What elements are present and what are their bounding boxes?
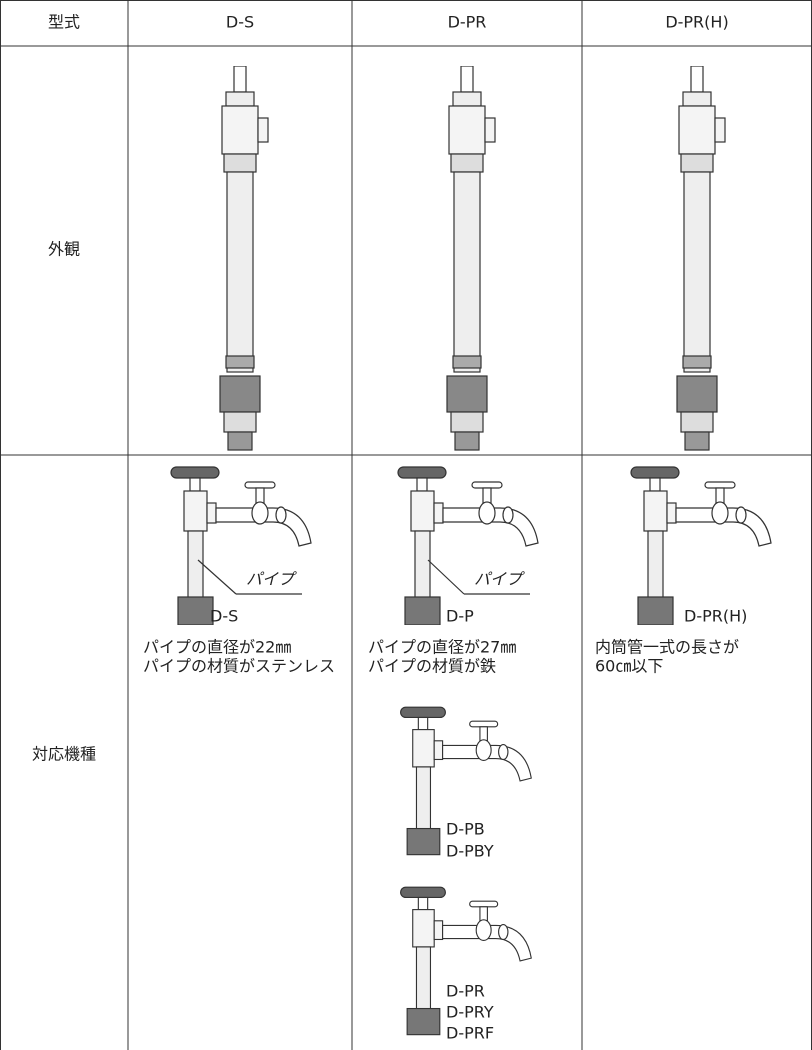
- leader-line: [427, 559, 465, 595]
- faucet-illustration: [170, 466, 312, 625]
- pipe-label: パイプ: [246, 570, 297, 589]
- model-label: D-P: [446, 607, 474, 626]
- note: パイプの直径が27㎜: [368, 638, 516, 657]
- header-cell: D-PR: [448, 13, 487, 32]
- model-label: D-PRF: [446, 1024, 494, 1043]
- leader-line: [197, 559, 237, 595]
- model-label: D-PRY: [446, 1003, 494, 1022]
- pipe-illustration: [676, 66, 726, 451]
- note: パイプの直径が22㎜: [143, 638, 291, 657]
- note: 60㎝以下: [595, 657, 663, 676]
- model-label: D-PB: [446, 820, 485, 839]
- faucet-illustration: [397, 466, 539, 625]
- note: パイプの材質がステンレス: [143, 657, 335, 676]
- header-cell: D-S: [226, 13, 254, 32]
- faucet-illustration: [630, 466, 772, 625]
- row-label: 外観: [48, 240, 80, 259]
- pipe-label: パイプ: [474, 570, 525, 589]
- header-cell: D-PR(H): [665, 13, 728, 32]
- model-label: D-S: [210, 607, 238, 626]
- note: パイプの材質が鉄: [368, 657, 496, 676]
- model-label: D-PR: [446, 982, 485, 1001]
- note: 内筒管一式の長さが: [595, 638, 739, 657]
- model-label: D-PR(H): [684, 607, 747, 626]
- model-label: D-PBY: [446, 842, 494, 861]
- pipe-illustration: [446, 66, 496, 451]
- pipe-illustration: [219, 66, 269, 451]
- row-label: 対応機種: [32, 745, 96, 764]
- header-cell: 型式: [48, 13, 80, 32]
